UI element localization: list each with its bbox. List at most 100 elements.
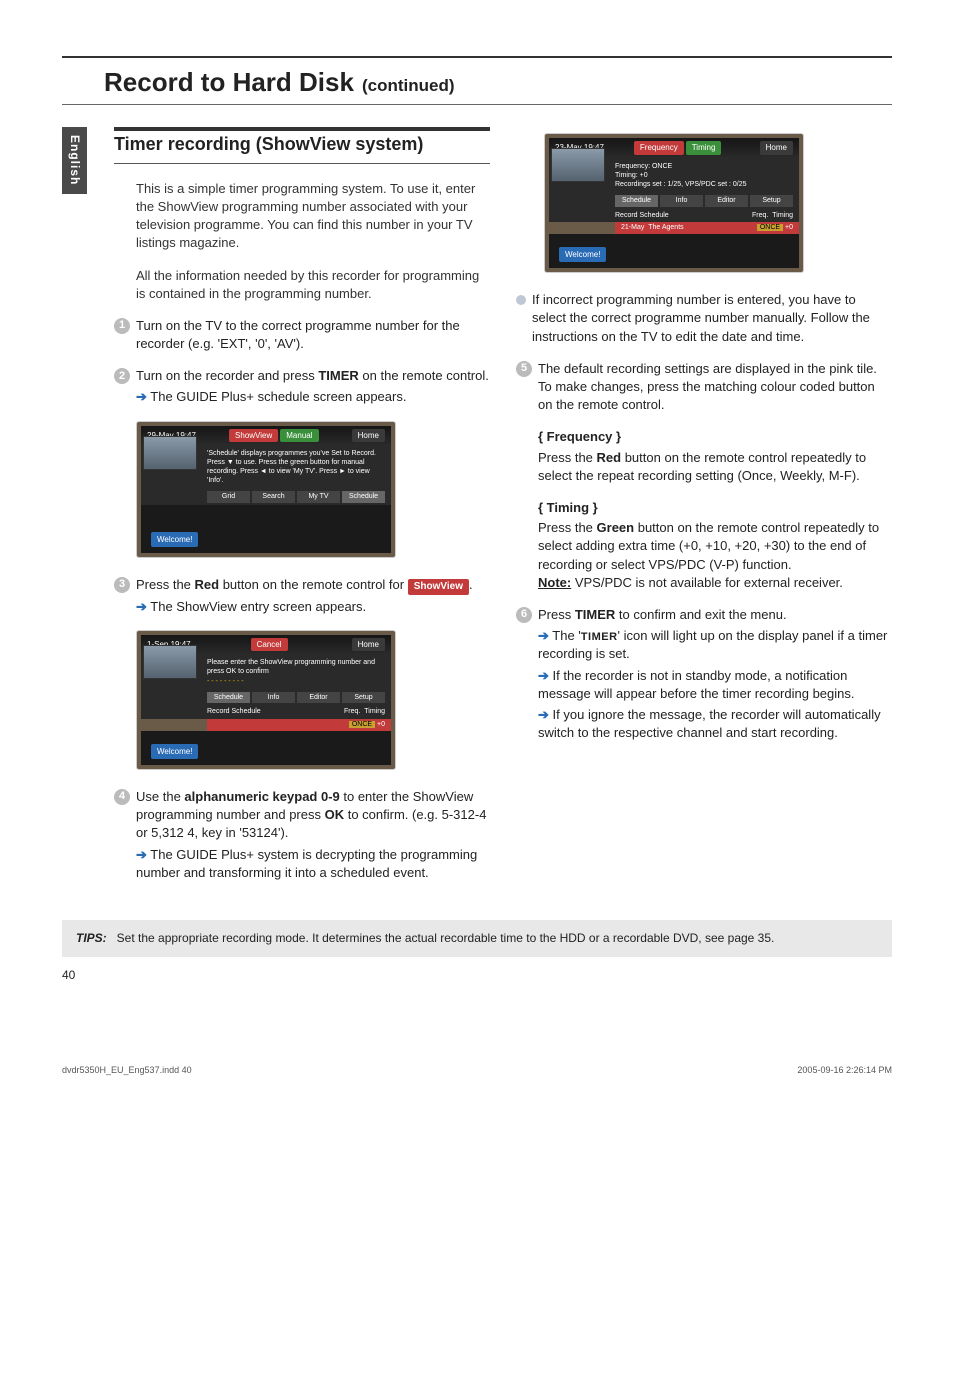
shot2-freq: Freq. [344, 708, 360, 715]
shot3-b4: Setup [750, 195, 793, 207]
shot3-b1: Schedule [615, 195, 658, 207]
step-6-a: Press [538, 607, 575, 622]
step-4-d: OK [325, 807, 345, 822]
step-1-text: Turn on the TV to the correct programme … [136, 317, 490, 353]
arrow-icon: ➔ [538, 668, 549, 683]
right-column: 23-May 19:47 Frequency Timing Home Frequ… [516, 127, 892, 896]
shot2-cancel: Cancel [251, 638, 288, 651]
shot1-home: Home [352, 429, 385, 442]
shot3-row-prog: The Agents [648, 224, 683, 231]
showview-pill: ShowView [408, 579, 469, 595]
shot2-b2: Info [252, 692, 295, 704]
shot3-l3: Recordings set : 1/25, VPS/PDC set : 0/2… [615, 180, 793, 189]
arrow-icon: ➔ [136, 389, 147, 404]
shot2-welcome: Welcome! [151, 744, 198, 759]
shot2-rec: Record Schedule [207, 707, 261, 717]
step-5: 5 The default recording settings are dis… [516, 360, 892, 415]
freq-a: Press the [538, 450, 597, 465]
page-heading: Record to Hard Disk (continued) [104, 64, 892, 100]
arrow-icon: ➔ [538, 707, 549, 722]
shot3-b3: Editor [705, 195, 748, 207]
frequency-block: { Frequency } Press the Red button on th… [516, 428, 892, 485]
tim-a: Press the [538, 520, 597, 535]
shot2-b1: Schedule [207, 692, 250, 704]
step-3-red: Red [195, 577, 220, 592]
step-6-c: to confirm and exit the menu. [615, 607, 786, 622]
shot1-btn-schedule: Schedule [342, 491, 385, 503]
tim-note-b: VPS/PDC is not available for external re… [571, 575, 843, 590]
shot2-dashes: - - - - - - - - - [207, 677, 385, 686]
left-column: Timer recording (ShowView system) This i… [114, 127, 490, 896]
step-number-2: 2 [114, 368, 130, 384]
tim-b: Green [597, 520, 635, 535]
step-6: 6 Press TIMER to confirm and exit the me… [516, 606, 892, 743]
frequency-head: { Frequency } [538, 428, 892, 446]
shot2-timing: Timing [364, 708, 385, 715]
shot3-home: Home [760, 141, 793, 154]
step-2-a: Turn on the recorder and press [136, 368, 318, 383]
step-1: 1 Turn on the TV to the correct programm… [114, 317, 490, 353]
step-number-1: 1 [114, 318, 130, 334]
section-header: Timer recording (ShowView system) [114, 127, 490, 163]
intro-para-2: All the information needed by this recor… [114, 267, 490, 303]
shot1-btn-mytv: My TV [297, 491, 340, 503]
footer: dvdr5350H_EU_Eng537.indd 40 2005-09-16 2… [0, 1064, 954, 1101]
shot1-btn-search: Search [252, 491, 295, 503]
step-4-a: Use the [136, 789, 184, 804]
shot2-home: Home [352, 638, 385, 651]
step-5-text: The default recording settings are displ… [538, 360, 892, 415]
rule-top [62, 56, 892, 58]
freq-b: Red [597, 450, 622, 465]
shot1-tab-showview: ShowView [229, 429, 278, 442]
info-bullet: If incorrect programming number is enter… [516, 291, 892, 346]
tips-box: TIPS: Set the appropriate recording mode… [62, 920, 892, 957]
arrow-icon: ➔ [136, 599, 147, 614]
bullet-icon [516, 295, 526, 305]
tips-label: TIPS: [76, 930, 107, 947]
shot2-b3: Editor [297, 692, 340, 704]
step-2-timer: TIMER [318, 368, 358, 383]
shot3-timing-tab: Timing [686, 141, 722, 154]
step-3: 3 Press the Red button on the remote con… [114, 576, 490, 616]
step-6-b: TIMER [575, 607, 615, 622]
step-3-arrow: The ShowView entry screen appears. [150, 599, 366, 614]
shot1-welcome: Welcome! [151, 532, 198, 547]
shot3-once: ONCE [757, 224, 783, 231]
footer-right: 2005-09-16 2:26:14 PM [797, 1064, 892, 1077]
intro-para-1: This is a simple timer programming syste… [114, 180, 490, 253]
shot2-once: ONCE [349, 721, 375, 728]
step-4: 4 Use the alphanumeric keypad 0-9 to ent… [114, 788, 490, 882]
shot1-tab-manual: Manual [280, 429, 318, 442]
step-2: 2 Turn on the recorder and press TIMER o… [114, 367, 490, 406]
shot2-plus: +0 [377, 721, 385, 728]
step-6-arr3: If you ignore the message, the recorder … [538, 707, 881, 740]
arrow-icon: ➔ [136, 847, 147, 862]
shot3-freq-tab: Frequency [634, 141, 684, 154]
arrow-icon: ➔ [538, 628, 549, 643]
step-6-arr2: If the recorder is not in standby mode, … [538, 668, 855, 701]
shot3-row-date: 21-May [621, 224, 644, 231]
guide-screenshot-2: 1-Sep 19:47 Cancel Home Please enter the… [136, 630, 396, 770]
shot3-b2: Info [660, 195, 703, 207]
section-title: Timer recording (ShowView system) [114, 133, 490, 156]
shot3-plus: +0 [785, 224, 793, 231]
step-number-6: 6 [516, 607, 532, 623]
rule-below [62, 104, 892, 105]
language-sidebar: English [62, 127, 88, 896]
tips-text: Set the appropriate recording mode. It d… [117, 930, 775, 947]
timing-head: { Timing } [538, 499, 892, 517]
timing-block: { Timing } Press the Green button on the… [516, 499, 892, 592]
shot3-l2: Timing: +0 [615, 171, 793, 180]
page-number: 40 [62, 967, 892, 984]
step-2-c: on the remote control. [359, 368, 489, 383]
guide-screenshot-1: 29-May 19:47 ShowView Manual Home 'Sched… [136, 421, 396, 558]
step-number-4: 4 [114, 789, 130, 805]
footer-left: dvdr5350H_EU_Eng537.indd 40 [62, 1064, 192, 1077]
subtitle: (continued) [362, 74, 455, 98]
shot2-desc: Please enter the ShowView programming nu… [207, 658, 385, 676]
language-tab: English [62, 127, 87, 193]
shot3-tcol: Timing [772, 212, 793, 219]
shot3-l1: Frequency: ONCE [615, 162, 793, 171]
s6a1a: The ' [552, 628, 581, 643]
step-2-arrow: The GUIDE Plus+ schedule screen appears. [150, 389, 406, 404]
